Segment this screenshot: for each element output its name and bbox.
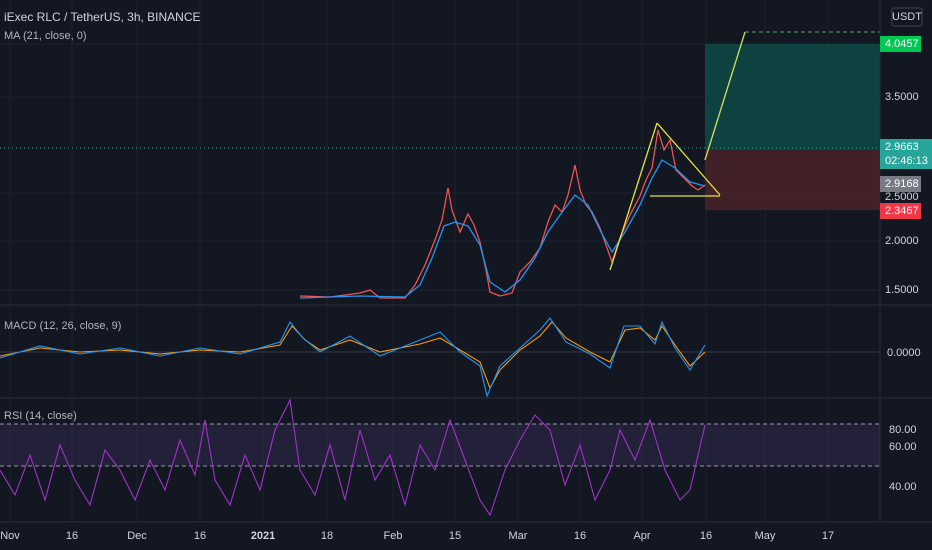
ma-badge [880,176,921,192]
macd-zero: 0.0000 [887,347,921,359]
rsi-level: 80.00 [889,424,917,436]
ma-price: 2.9168 [885,178,919,190]
time-label: Mar [509,530,528,542]
macd-legend: MACD (12, 26, close, 9) [4,320,121,332]
countdown: 02:46:13 [885,155,928,167]
last-price-badge [880,139,932,169]
time-label: 16 [66,530,78,542]
time-label: Dec [127,530,147,542]
time-label: 17 [822,530,834,542]
time-label: Apr [633,530,650,542]
time-label: 16 [574,530,586,542]
price-label: 2.0000 [885,235,919,247]
time-label: 15 [449,530,461,542]
price-line [299,129,706,299]
stop-badge [880,203,921,219]
rsi-level: 60.00 [889,441,917,453]
time-label: Feb [384,530,403,542]
projection-line [704,31,746,161]
time-label: 16 [700,530,712,542]
ma-legend: MA (21, close, 0) [4,30,87,42]
time-label: 18 [321,530,333,542]
time-label: May [755,530,776,542]
macd-signal [0,321,706,390]
time-label: 16 [194,530,206,542]
last-price: 2.9663 [885,141,919,153]
price-label: 2.5000 [885,191,919,203]
time-label: 2021 [251,530,275,542]
symbol-title: iExec RLC / TetherUS, 3h, BINANCE [4,10,201,24]
rsi-level: 40.00 [889,481,917,493]
macd-line [0,317,706,398]
vertical-grid [9,0,829,522]
rsi-band [0,424,880,466]
rsi-line [0,398,706,517]
rsi-legend: RSI (14, close) [4,410,77,422]
time-axis: Nov 16 Dec 16 2021 18 Feb 15 Mar 16 Apr 16 May 17 [0,530,834,542]
triangle-drawing [609,122,721,271]
price-label: 3.5000 [885,91,919,103]
stop-price: 2.3467 [885,205,919,217]
time-label: Nov [0,530,20,542]
profit-zone [705,44,880,150]
currency[interactable]: USDT [892,11,922,23]
loss-zone [705,150,880,210]
target-badge [880,36,921,52]
target-price: 4.0457 [885,38,919,50]
currency-badge[interactable] [891,7,923,27]
price-label: 1.5000 [885,284,919,296]
ma-line [299,159,706,299]
